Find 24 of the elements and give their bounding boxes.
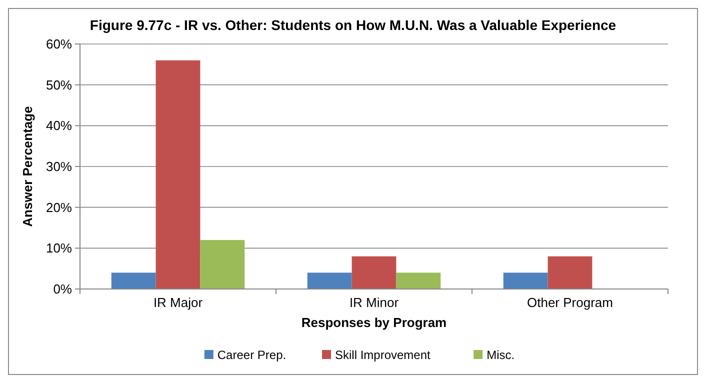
y-tick-label: 60% [46,36,72,52]
y-tick-label: 10% [46,240,72,256]
bar [352,256,396,289]
bar [200,240,245,289]
bar [396,272,441,289]
bar [307,272,352,289]
bar [503,272,548,289]
x-axis-title: Responses by Program [301,315,447,330]
y-tick-label: 20% [46,200,72,215]
legend-label: Career Prep. [217,348,286,362]
bar [548,256,592,289]
legend-label: Skill Improvement [335,348,432,362]
x-tick-label: IR Minor [349,295,400,310]
y-tick-label: 40% [46,118,72,134]
bar [156,60,200,289]
x-tick-label: Other Program [527,295,613,310]
y-axis-title: Answer Percentage [20,106,35,227]
x-tick-label: IR Major [153,295,204,310]
chart-title: Figure 9.77c - IR vs. Other: Students on How M.U.N. Was a Valuable Experience [90,17,616,33]
y-tick-label: 30% [46,159,72,174]
y-tick-label: 50% [46,77,72,92]
legend-label: Misc. [486,348,515,362]
y-tick-label: 0% [53,282,72,297]
bar [111,272,156,289]
